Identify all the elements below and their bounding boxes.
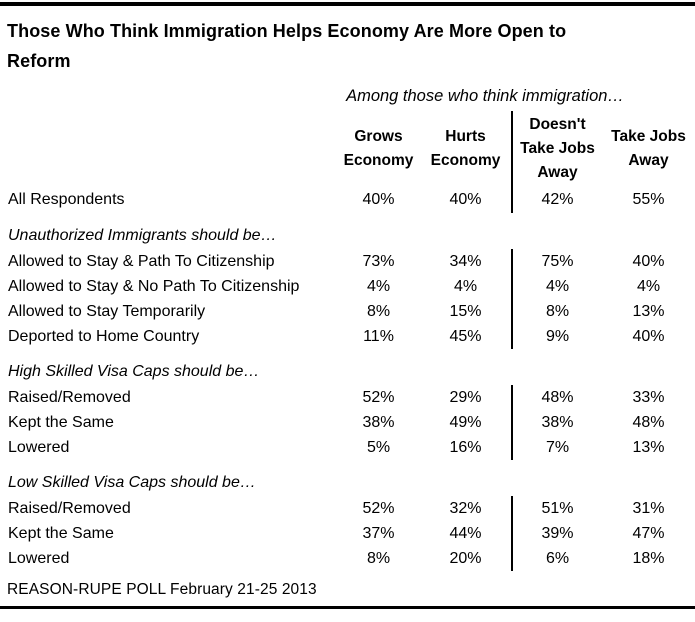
cell-value: 8%: [511, 299, 602, 324]
cell-value: 55%: [632, 191, 665, 208]
poll-data-table: Grows Economy Hurts Economy Doesn't Take…: [0, 111, 695, 571]
section-heading-unauthorized-immigrants: Unauthorized Immigrants should be…: [0, 223, 695, 249]
table-row: Raised/Removed 52% 29% 48% 33%: [0, 385, 695, 410]
section-heading-low-skilled-visa-caps: Low Skilled Visa Caps should be…: [0, 470, 695, 496]
source-note: REASON-RUPE POLL February 21-25 2013: [7, 581, 317, 598]
header-row: Grows Economy Hurts Economy Doesn't Take…: [0, 111, 695, 187]
col-header-take-jobs-away-label: Take Jobs Away: [611, 128, 686, 169]
cell-value: 49%: [449, 413, 482, 431]
section-heading-high-skilled-visa-caps: High Skilled Visa Caps should be…: [0, 359, 695, 385]
row-label: Kept the Same: [8, 413, 114, 431]
cell-value: 18%: [632, 549, 665, 567]
cell-value: 38%: [362, 413, 395, 431]
cell-value: 9%: [511, 324, 602, 349]
table-row: Lowered 5% 16% 7% 13%: [0, 435, 695, 460]
col-header-doesnt-take-jobs-away-label: Doesn't Take Jobs Away: [520, 116, 595, 181]
top-rule: [0, 2, 695, 6]
cell-value: 51%: [511, 496, 602, 521]
cell-value: 52%: [362, 388, 395, 406]
title-line-1: Those Who Think Immigration Helps Econom…: [7, 21, 567, 41]
cell-value: 7%: [511, 435, 602, 460]
cell-value: 34%: [449, 252, 482, 270]
cell-value: 4%: [453, 277, 478, 295]
row-label: Kept the Same: [8, 524, 114, 542]
row-label: Raised/Removed: [8, 499, 131, 517]
cell-value: 52%: [362, 499, 395, 517]
cell-value: 73%: [362, 252, 395, 270]
row-label: Deported to Home Country: [8, 327, 200, 345]
table-row: Raised/Removed 52% 32% 51% 31%: [0, 496, 695, 521]
cell-value: 11%: [363, 327, 394, 345]
spacer-row: [0, 460, 695, 470]
cell-value: 39%: [511, 521, 602, 546]
cell-value: 4%: [636, 277, 661, 295]
row-label-header: [0, 111, 337, 187]
spacer-row: [0, 213, 695, 223]
table-row-all-respondents: All Respondents 40% 40% 42% 55%: [0, 187, 695, 213]
cell-value: 6%: [511, 546, 602, 571]
cell-value: 47%: [632, 524, 665, 542]
col-header-grows-economy: Grows Economy: [337, 111, 420, 187]
row-label: All Respondents: [8, 191, 125, 208]
row-label: Allowed to Stay Temporarily: [8, 302, 206, 320]
row-label: Lowered: [8, 549, 70, 567]
cell-value: 44%: [449, 524, 482, 542]
col-header-grows-economy-label: Grows Economy: [343, 128, 414, 169]
cell-value: 40%: [632, 252, 665, 270]
cell-value: 40%: [362, 191, 395, 208]
table-row: Kept the Same 37% 44% 39% 47%: [0, 521, 695, 546]
cell-value: 4%: [366, 277, 391, 295]
cell-value: 32%: [449, 499, 482, 517]
cell-value: 15%: [449, 302, 482, 320]
table-row: Lowered 8% 20% 6% 18%: [0, 546, 695, 571]
col-header-hurts-economy-label: Hurts Economy: [430, 128, 501, 169]
row-label: Lowered: [8, 438, 70, 456]
row-label: Raised/Removed: [8, 388, 131, 406]
cell-value: 29%: [449, 388, 482, 406]
cell-value: 75%: [511, 249, 602, 274]
table-row: Allowed to Stay Temporarily 8% 15% 8% 13…: [0, 299, 695, 324]
cell-value: 37%: [362, 524, 395, 542]
row-label: Allowed to Stay & No Path To Citizenship: [8, 277, 300, 295]
col-header-doesnt-take-jobs-away: Doesn't Take Jobs Away: [511, 111, 602, 187]
bottom-rule: [0, 606, 695, 609]
cell-value: 38%: [511, 410, 602, 435]
cell-value: 13%: [632, 438, 665, 456]
title-line-2: Reform: [7, 51, 71, 71]
cell-value: 40%: [449, 191, 482, 208]
cell-value: 31%: [632, 499, 665, 517]
cell-value: 33%: [632, 388, 665, 406]
row-label: Allowed to Stay & Path To Citizenship: [8, 252, 275, 270]
cell-value: 48%: [511, 385, 602, 410]
table-row: Deported to Home Country 11% 45% 9% 40%: [0, 324, 695, 349]
cell-value: 4%: [511, 274, 602, 299]
table-row: Allowed to Stay & Path To Citizenship 73…: [0, 249, 695, 274]
section-heading-label: High Skilled Visa Caps should be…: [8, 363, 260, 380]
col-header-hurts-economy: Hurts Economy: [420, 111, 512, 187]
col-header-take-jobs-away: Take Jobs Away: [602, 111, 695, 187]
cell-value: 5%: [366, 438, 391, 456]
section-heading-label: Low Skilled Visa Caps should be…: [8, 474, 256, 491]
table-subtitle: Among those who think immigration…: [346, 87, 624, 105]
cell-value: 8%: [366, 549, 391, 567]
table-row: Kept the Same 38% 49% 38% 48%: [0, 410, 695, 435]
section-heading-label: Unauthorized Immigrants should be…: [8, 227, 277, 244]
cell-value: 45%: [449, 327, 482, 345]
cell-value: 13%: [632, 302, 665, 320]
cell-value: 8%: [366, 302, 391, 320]
page-title: Those Who Think Immigration Helps Econom…: [0, 16, 695, 76]
cell-value: 16%: [449, 438, 482, 456]
spacer-row: [0, 349, 695, 359]
cell-value: 48%: [632, 413, 665, 431]
cell-value: 40%: [632, 327, 665, 345]
cell-value: 42%: [511, 187, 602, 213]
table-row: Allowed to Stay & No Path To Citizenship…: [0, 274, 695, 299]
cell-value: 20%: [449, 549, 482, 567]
